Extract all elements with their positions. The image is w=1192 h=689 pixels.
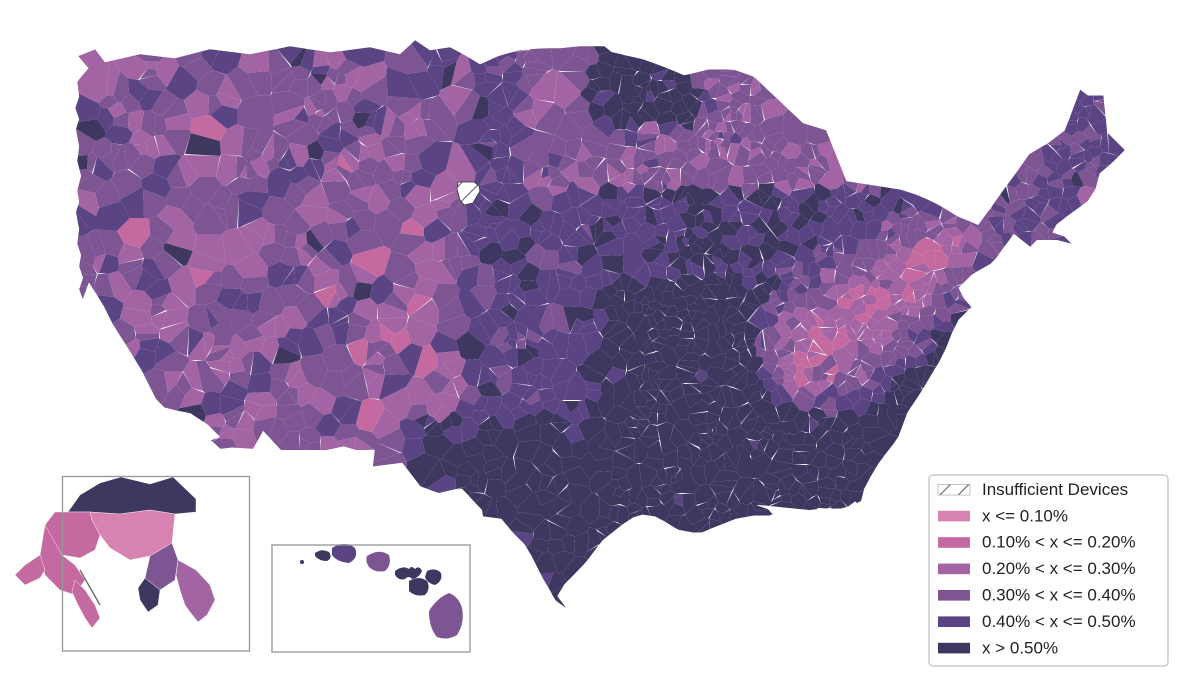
svg-text:0.10% < x <= 0.20%: 0.10% < x <= 0.20%	[982, 533, 1136, 552]
svg-text:0.30% < x <= 0.40%: 0.30% < x <= 0.40%	[982, 586, 1136, 605]
svg-text:x > 0.50%: x > 0.50%	[982, 638, 1058, 657]
svg-text:0.20% < x <= 0.30%: 0.20% < x <= 0.30%	[982, 559, 1136, 578]
svg-text:x <= 0.10%: x <= 0.10%	[982, 506, 1068, 525]
svg-text:Insufficient Devices: Insufficient Devices	[982, 480, 1128, 499]
svg-text:0.40% < x <= 0.50%: 0.40% < x <= 0.50%	[982, 612, 1136, 631]
